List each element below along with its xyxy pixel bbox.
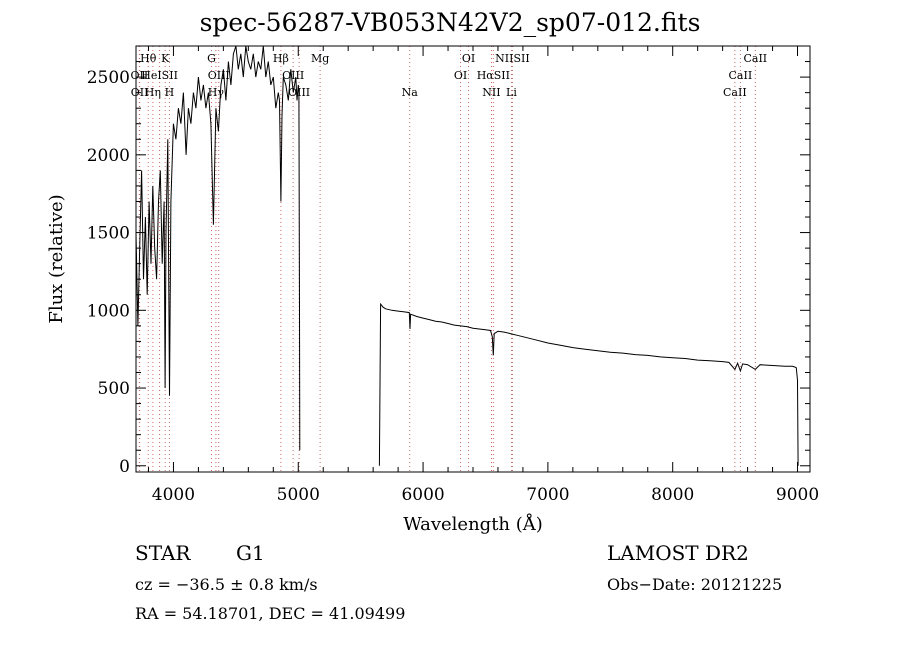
y-tick-label: 0 bbox=[119, 457, 130, 477]
line-marker-label: Hγ bbox=[208, 86, 225, 99]
line-marker-label: OI bbox=[462, 52, 475, 65]
chart-title: spec-56287-VB053N42V2_sp07-012.fits bbox=[199, 8, 701, 37]
line-marker-label: HαSII bbox=[477, 69, 510, 82]
line-marker-label: Hβ bbox=[273, 52, 289, 65]
line-marker-label: Hη bbox=[145, 86, 161, 99]
line-marker-label: CaII bbox=[743, 52, 767, 65]
y-tick-label: 2000 bbox=[87, 146, 130, 166]
line-marker-label: CaII bbox=[723, 86, 747, 99]
x-tick-label: 7000 bbox=[526, 485, 569, 505]
survey-name: LAMOST DR2 bbox=[607, 541, 749, 565]
object-class: STAR bbox=[135, 541, 191, 565]
y-axis-label: Flux (relative) bbox=[46, 194, 67, 323]
line-marker-label: Na bbox=[402, 86, 419, 99]
x-axis-label: Wavelength (Å) bbox=[403, 513, 543, 535]
y-tick-label: 2500 bbox=[87, 68, 130, 88]
axis-ticks bbox=[136, 46, 810, 472]
plot-frame bbox=[135, 45, 811, 473]
line-marker-label: NIISII bbox=[495, 52, 530, 65]
object-subclass: G1 bbox=[236, 541, 265, 565]
line-marker-label: Mg bbox=[311, 52, 329, 65]
y-tick-label: 500 bbox=[98, 379, 130, 399]
line-marker-label: Li bbox=[506, 86, 517, 99]
line-marker-label: G bbox=[207, 52, 216, 65]
spectrum-blue-segment bbox=[135, 45, 301, 451]
line-marker-label: HeISII bbox=[141, 69, 178, 82]
observation-date: Obs−Date: 20121225 bbox=[607, 575, 783, 594]
y-tick-label: 1500 bbox=[87, 224, 130, 244]
x-tick-label: 8000 bbox=[651, 485, 694, 505]
x-tick-label: 9000 bbox=[776, 485, 819, 505]
line-marker-label: OII bbox=[131, 69, 149, 82]
line-marker-label: CaII bbox=[729, 69, 753, 82]
line-marker-label: H bbox=[165, 86, 175, 99]
line-marker-label: Hθ bbox=[140, 52, 157, 65]
x-tick-label: 6000 bbox=[401, 485, 444, 505]
axis-tick-labels: 4000 5000 6000 7000 8000 9000 0 500 1000 1500 2000… bbox=[87, 68, 819, 505]
line-marker-label: NII bbox=[482, 86, 500, 99]
spectrum-series bbox=[135, 45, 799, 466]
redshift-velocity: cz = −36.5 ± 0.8 km/s bbox=[135, 575, 318, 594]
line-marker-label: OIII bbox=[288, 86, 310, 99]
line-marker-label: OIII bbox=[282, 69, 304, 82]
line-marker-label: OI bbox=[454, 69, 467, 82]
x-tick-label: 4000 bbox=[152, 485, 195, 505]
line-marker-label: OIII bbox=[208, 69, 230, 82]
y-tick-label: 1000 bbox=[87, 301, 130, 321]
line-marker-label: OII bbox=[131, 86, 149, 99]
sky-coordinates: RA = 54.18701, DEC = 41.09499 bbox=[135, 604, 406, 623]
spectrum-red-segment bbox=[378, 302, 799, 466]
emission-line-markers bbox=[138, 46, 756, 472]
line-marker-label: K bbox=[161, 52, 170, 65]
x-tick-label: 5000 bbox=[277, 485, 320, 505]
